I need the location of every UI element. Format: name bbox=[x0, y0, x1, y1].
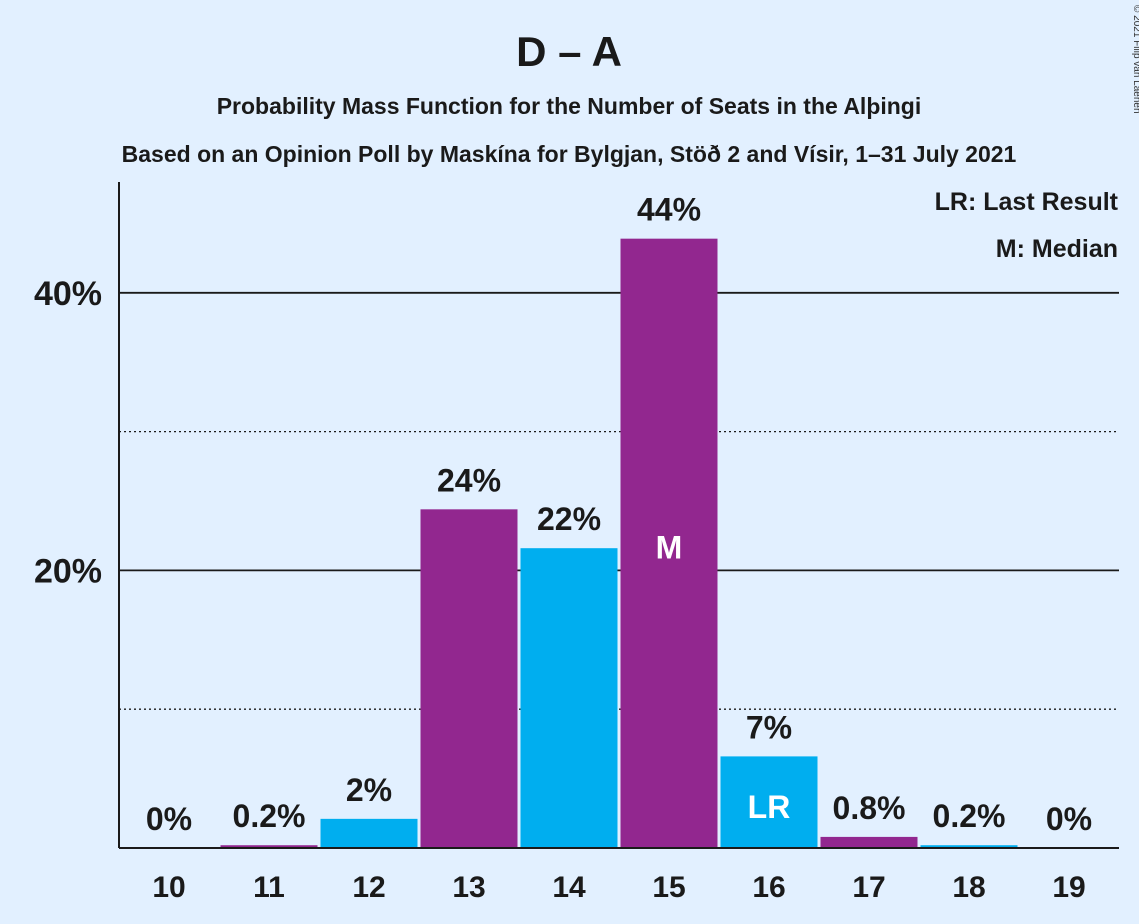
x-tick-label: 12 bbox=[352, 871, 385, 904]
data-label: 0.2% bbox=[233, 798, 306, 834]
bar bbox=[720, 756, 818, 848]
data-label: 2% bbox=[346, 772, 392, 808]
x-tick-label: 16 bbox=[752, 871, 785, 904]
y-axis-ticks: 20% 40% bbox=[34, 275, 102, 591]
x-tick-label: 17 bbox=[852, 871, 885, 904]
data-label: 24% bbox=[437, 462, 501, 498]
data-label: 0% bbox=[1046, 801, 1092, 837]
bar bbox=[820, 836, 918, 848]
x-tick-label: 14 bbox=[552, 871, 586, 904]
bar bbox=[320, 818, 418, 848]
legend-median: M: Median bbox=[996, 235, 1118, 263]
x-tick-label: 18 bbox=[952, 871, 985, 904]
x-tick-label: 10 bbox=[152, 871, 185, 904]
x-tick-label: 15 bbox=[652, 871, 685, 904]
x-tick-label: 13 bbox=[452, 871, 485, 904]
data-label: 0% bbox=[146, 801, 192, 837]
data-label: 0.2% bbox=[933, 798, 1006, 834]
data-label: 7% bbox=[746, 709, 792, 745]
chart-subtitle-source: Based on an Opinion Poll by Maskína for … bbox=[122, 141, 1017, 167]
copyright-note: © 2021 Filip van Laenen bbox=[1131, 5, 1139, 114]
bar bbox=[220, 845, 318, 848]
bar bbox=[620, 238, 718, 849]
y-tick-label: 40% bbox=[34, 275, 102, 313]
y-tick-label: 20% bbox=[34, 552, 102, 590]
chart-title: D – A bbox=[516, 28, 622, 75]
gridlines bbox=[119, 291, 1119, 710]
legend-last-result: LR: Last Result bbox=[935, 188, 1119, 216]
bar bbox=[520, 548, 618, 848]
data-labels: 0% 0.2% 2% 24% 22% 44% 7% 0.8% 0.2% 0% M LR bbox=[146, 192, 1092, 837]
x-axis-ticks: 10 11 12 13 14 15 16 17 18 19 bbox=[152, 871, 1085, 904]
median-marker: M bbox=[656, 529, 683, 565]
data-label: 0.8% bbox=[833, 790, 906, 826]
bars bbox=[220, 238, 1018, 849]
last-result-marker: LR bbox=[748, 789, 791, 825]
chart-subtitle: Probability Mass Function for the Number… bbox=[217, 93, 922, 119]
bar bbox=[920, 845, 1018, 848]
x-tick-label: 19 bbox=[1052, 871, 1085, 904]
x-tick-label: 11 bbox=[253, 871, 285, 904]
bar bbox=[420, 509, 518, 848]
data-label: 22% bbox=[537, 501, 601, 537]
data-label: 44% bbox=[637, 192, 701, 228]
